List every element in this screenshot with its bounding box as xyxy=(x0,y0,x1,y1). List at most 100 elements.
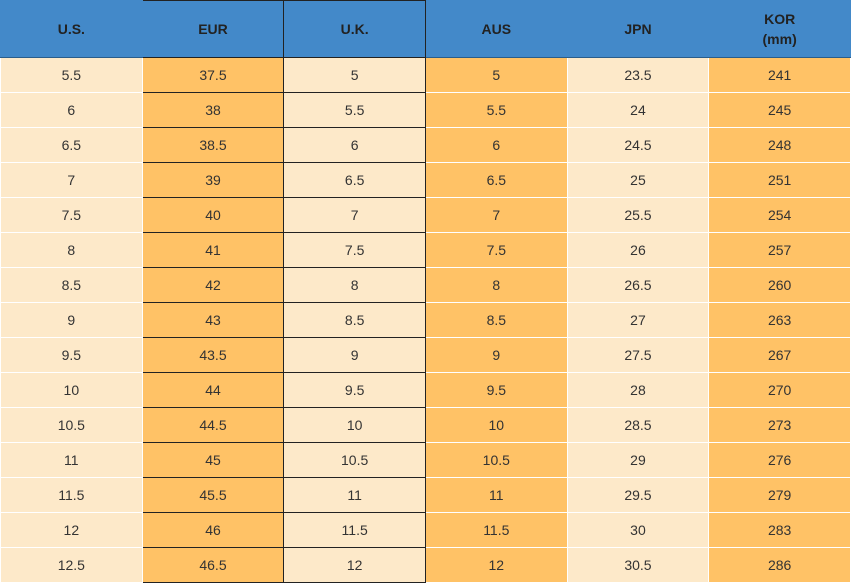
table-cell: 8.5 xyxy=(0,267,143,303)
table-cell: 12 xyxy=(0,512,143,548)
table-cell: 263 xyxy=(708,302,851,338)
table-cell: 11 xyxy=(0,442,143,478)
table-cell: 6.5 xyxy=(424,162,568,198)
table-cell: 40 xyxy=(141,197,285,233)
table-cell: 10 xyxy=(0,372,143,408)
table-cell: 30 xyxy=(566,512,710,548)
table-cell: 9 xyxy=(424,337,568,373)
table-cell: 46.5 xyxy=(141,547,285,583)
column-header: JPN xyxy=(566,0,710,58)
table-cell: 9.5 xyxy=(0,337,143,373)
table-cell: 286 xyxy=(708,547,851,583)
table-cell: 41 xyxy=(141,232,285,268)
table-cell: 28 xyxy=(566,372,710,408)
table-cell: 28.5 xyxy=(566,407,710,443)
table-cell: 29.5 xyxy=(566,477,710,513)
table-cell: 43.5 xyxy=(141,337,285,373)
header-row: U.S. EUR U.K. AUS JPN KOR (mm) xyxy=(0,0,851,58)
table-row: 11 45 10.5 10.5 29 276 xyxy=(0,442,851,478)
table-cell: 38.5 xyxy=(141,127,285,163)
table-cell: 10.5 xyxy=(424,442,568,478)
table-cell: 9.5 xyxy=(424,372,568,408)
table-cell: 7 xyxy=(424,197,568,233)
table-cell: 254 xyxy=(708,197,851,233)
table-cell: 11.5 xyxy=(283,512,426,548)
table-cell: 7.5 xyxy=(424,232,568,268)
table-cell: 25 xyxy=(566,162,710,198)
table-row: 11.5 45.5 11 11 29.5 279 xyxy=(0,477,851,513)
table-cell: 10 xyxy=(424,407,568,443)
table-cell: 11 xyxy=(283,477,426,513)
table-cell: 8 xyxy=(0,232,143,268)
table-cell: 248 xyxy=(708,127,851,163)
table-cell: 6.5 xyxy=(0,127,143,163)
table-cell: 24.5 xyxy=(566,127,710,163)
table-cell: 5 xyxy=(424,57,568,93)
table-cell: 45.5 xyxy=(141,477,285,513)
table-cell: 9.5 xyxy=(283,372,426,408)
table-cell: 44 xyxy=(141,372,285,408)
column-header: U.K. xyxy=(283,0,426,58)
table-cell: 37.5 xyxy=(141,57,285,93)
table-cell: 251 xyxy=(708,162,851,198)
table-cell: 11 xyxy=(424,477,568,513)
table-cell: 9 xyxy=(283,337,426,373)
table-cell: 245 xyxy=(708,92,851,128)
table-cell: 270 xyxy=(708,372,851,408)
table-cell: 12 xyxy=(283,547,426,583)
table-cell: 260 xyxy=(708,267,851,303)
table-cell: 10.5 xyxy=(283,442,426,478)
table-cell: 6 xyxy=(283,127,426,163)
column-header: AUS xyxy=(424,0,568,58)
table-row: 5.5 37.5 5 5 23.5 241 xyxy=(0,57,851,93)
table-cell: 10 xyxy=(283,407,426,443)
table-body: 5.5 37.5 5 5 23.5 241 6 38 5.5 5.5 24 245 6.5 38.5 6 6 2… xyxy=(0,57,851,583)
table-cell: 241 xyxy=(708,57,851,93)
table-cell: 45 xyxy=(141,442,285,478)
table-cell: 10.5 xyxy=(0,407,143,443)
table-cell: 38 xyxy=(141,92,285,128)
table-row: 12.5 46.5 12 12 30.5 286 xyxy=(0,547,851,583)
table-cell: 11.5 xyxy=(0,477,143,513)
table-cell: 273 xyxy=(708,407,851,443)
table-cell: 5.5 xyxy=(424,92,568,128)
table-cell: 24 xyxy=(566,92,710,128)
table-cell: 25.5 xyxy=(566,197,710,233)
table-row: 12 46 11.5 11.5 30 283 xyxy=(0,512,851,548)
table-cell: 11.5 xyxy=(424,512,568,548)
column-header: KOR (mm) xyxy=(708,0,851,58)
table-cell: 12.5 xyxy=(0,547,143,583)
table-cell: 8.5 xyxy=(283,302,426,338)
table-row: 10 44 9.5 9.5 28 270 xyxy=(0,372,851,408)
column-header: EUR xyxy=(141,0,285,58)
table-row: 9.5 43.5 9 9 27.5 267 xyxy=(0,337,851,373)
table-row: 7.5 40 7 7 25.5 254 xyxy=(0,197,851,233)
table-row: 7 39 6.5 6.5 25 251 xyxy=(0,162,851,198)
table-cell: 30.5 xyxy=(566,547,710,583)
table-cell: 5.5 xyxy=(0,57,143,93)
table-cell: 5.5 xyxy=(283,92,426,128)
column-header: U.S. xyxy=(0,0,143,58)
table-cell: 42 xyxy=(141,267,285,303)
table-cell: 26 xyxy=(566,232,710,268)
table-cell: 9 xyxy=(0,302,143,338)
table-cell: 279 xyxy=(708,477,851,513)
table-cell: 29 xyxy=(566,442,710,478)
table-cell: 7.5 xyxy=(0,197,143,233)
table-cell: 44.5 xyxy=(141,407,285,443)
table-cell: 6 xyxy=(424,127,568,163)
table-row: 8.5 42 8 8 26.5 260 xyxy=(0,267,851,303)
table-cell: 8 xyxy=(424,267,568,303)
table-cell: 39 xyxy=(141,162,285,198)
table-cell: 276 xyxy=(708,442,851,478)
table-cell: 8.5 xyxy=(424,302,568,338)
table-cell: 7 xyxy=(283,197,426,233)
table-cell: 7.5 xyxy=(283,232,426,268)
table-cell: 267 xyxy=(708,337,851,373)
table-cell: 8 xyxy=(283,267,426,303)
table-cell: 257 xyxy=(708,232,851,268)
table-cell: 5 xyxy=(283,57,426,93)
table-cell: 27 xyxy=(566,302,710,338)
